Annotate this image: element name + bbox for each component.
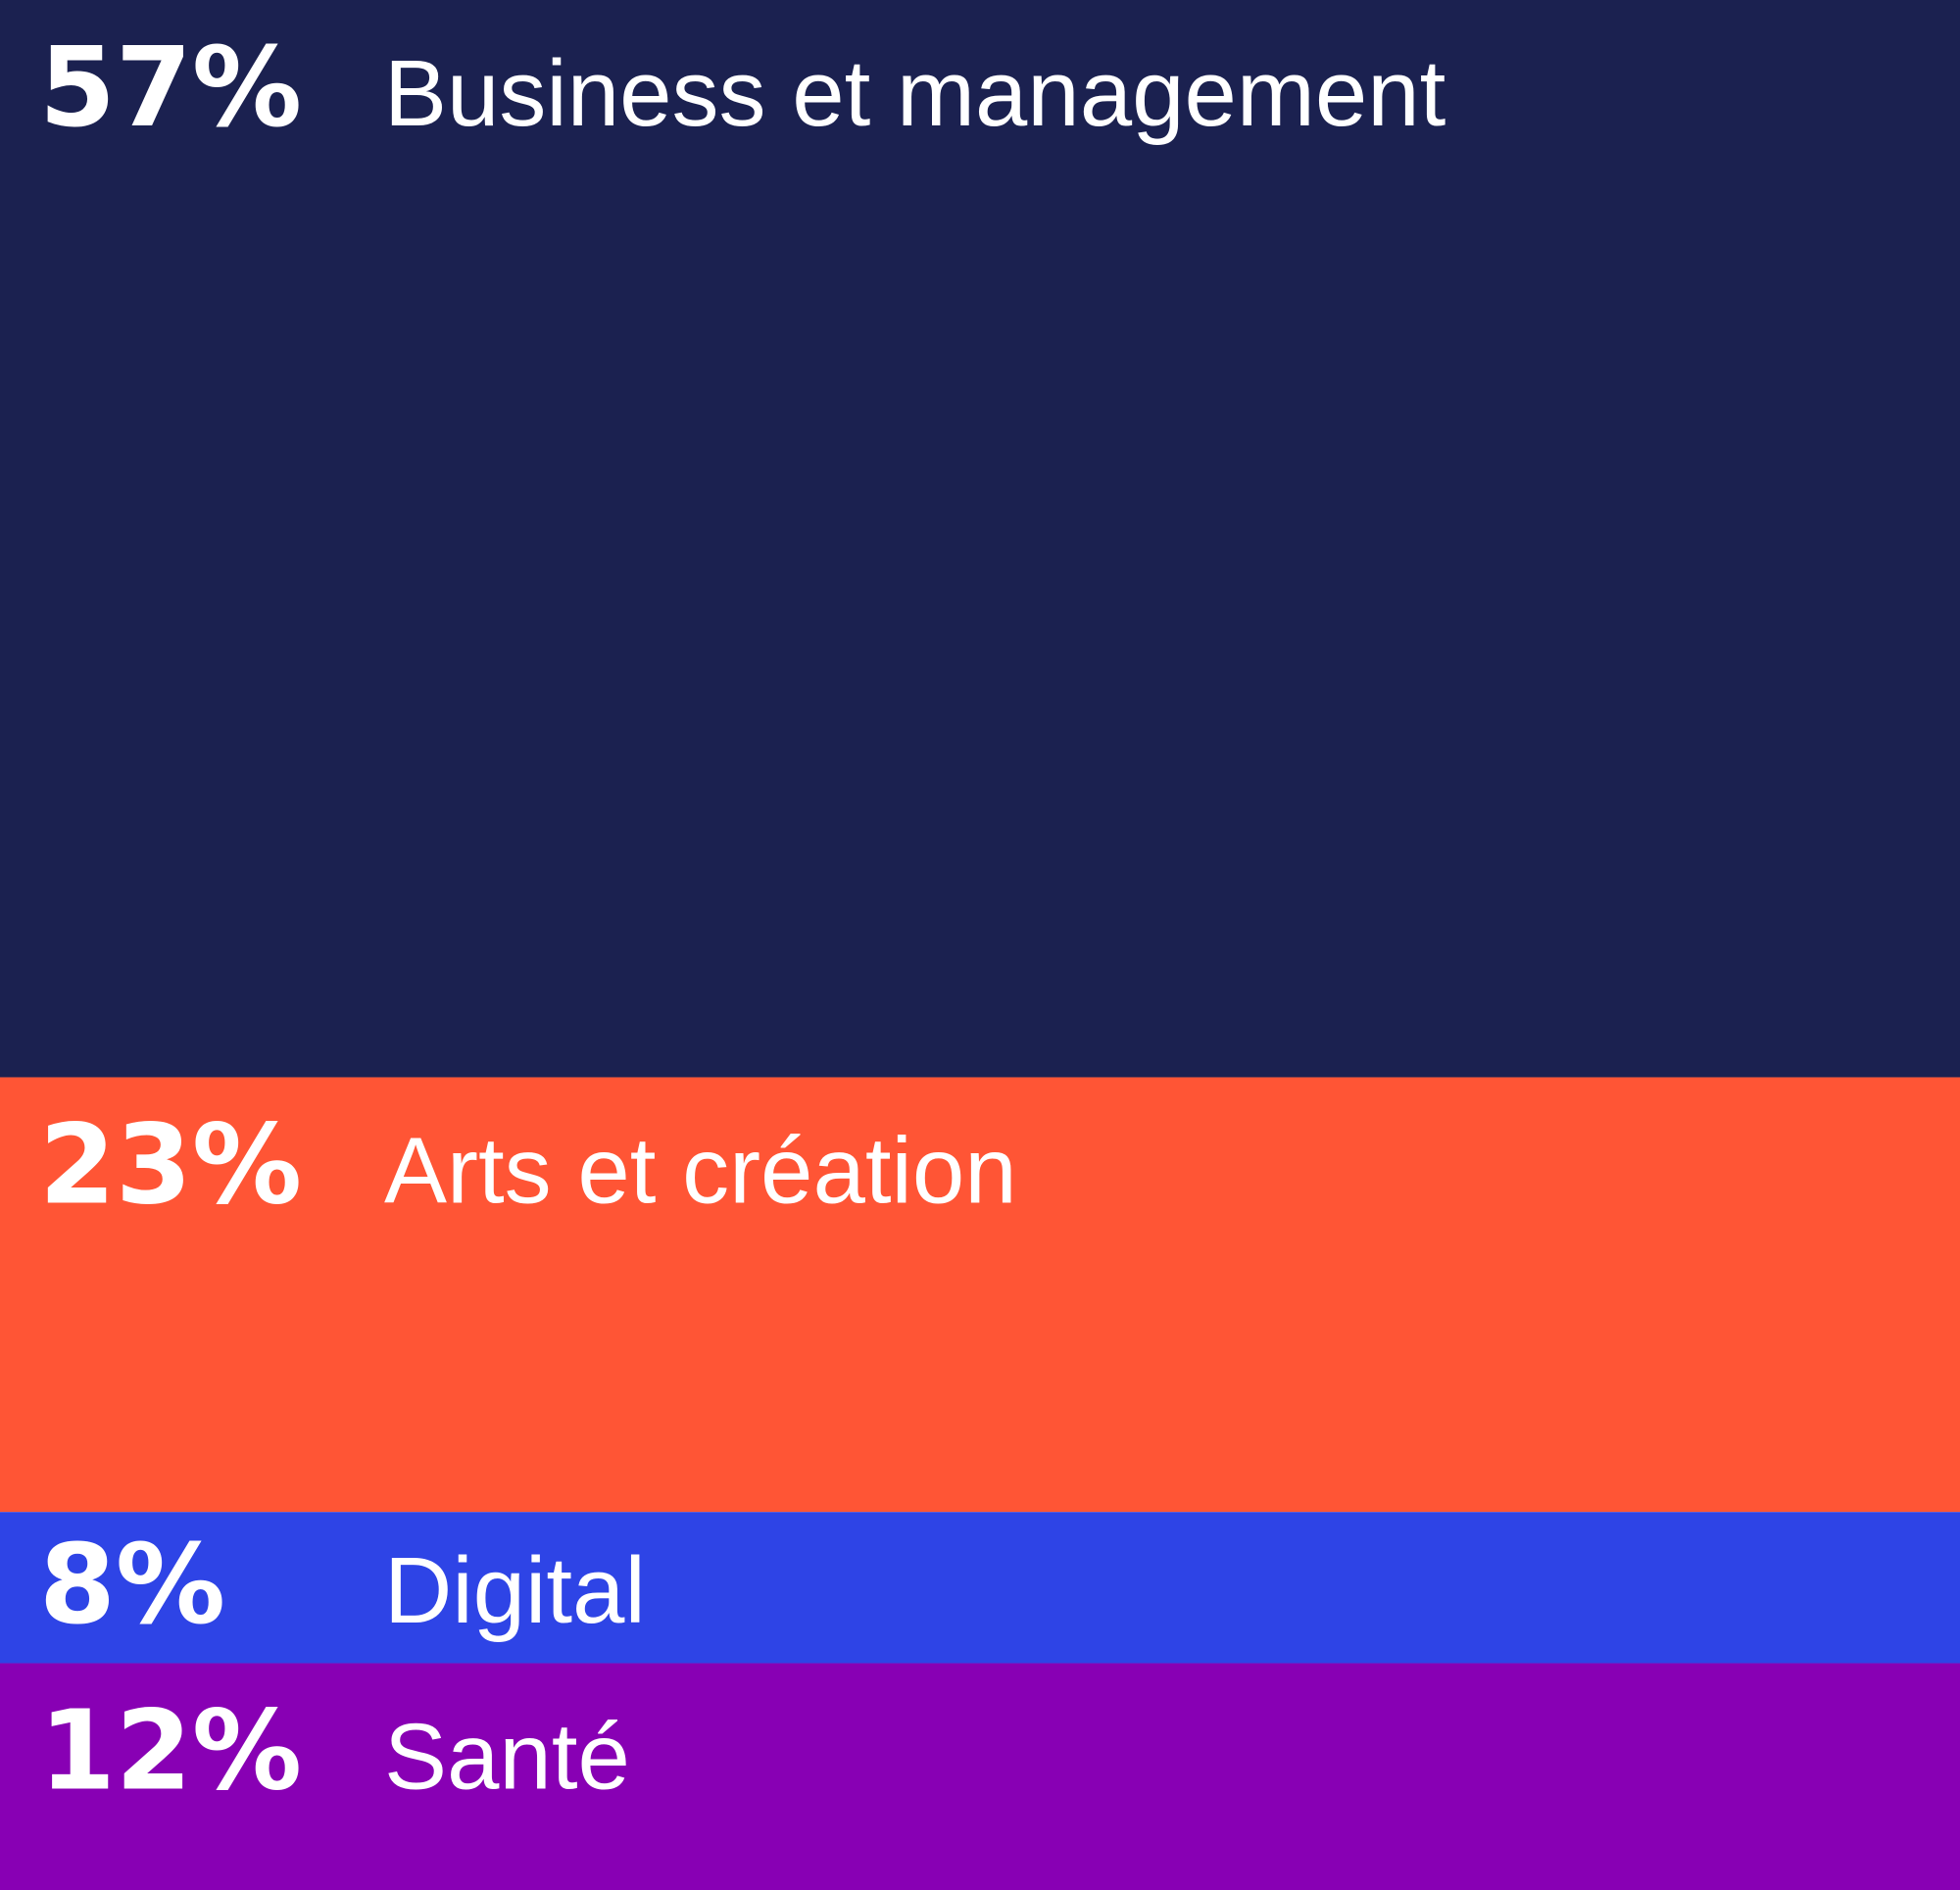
category-label: Santé [384, 1705, 630, 1810]
value-label: 57% [39, 24, 302, 152]
segment [0, 1663, 1960, 1890]
value-label: 8% [39, 1522, 225, 1649]
category-label: Digital [384, 1538, 646, 1643]
category-label: Arts et création [384, 1119, 1017, 1224]
segment [0, 1077, 1960, 1513]
value-label: 23% [39, 1102, 302, 1230]
segment [0, 0, 1960, 1078]
segment [0, 1512, 1960, 1664]
category-label: Business et management [384, 41, 1446, 146]
value-label: 12% [39, 1688, 302, 1816]
